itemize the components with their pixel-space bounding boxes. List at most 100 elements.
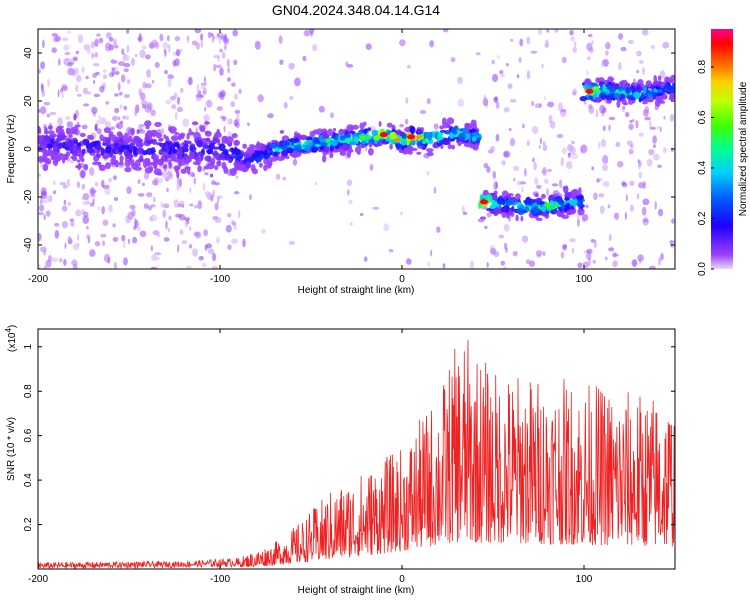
noise-speckle: [82, 215, 89, 224]
noise-speckle: [165, 99, 172, 105]
ridge-cell: [464, 123, 469, 131]
noise-speckle: [571, 247, 575, 254]
ridge-cell: [410, 140, 416, 146]
noise-speckle: [566, 161, 573, 170]
noise-speckle: [119, 91, 123, 96]
noise-speckle: [100, 233, 107, 238]
noise-speckle: [533, 161, 537, 171]
ridge-cell: [180, 168, 187, 174]
noise-speckle: [164, 49, 167, 58]
noise-speckle: [122, 115, 126, 120]
noise-speckle: [261, 228, 266, 234]
noise-speckle: [189, 187, 192, 194]
ridge-cell: [439, 129, 447, 133]
ridge-cell: [330, 139, 338, 146]
noise-speckle: [462, 211, 468, 215]
noise-speckle: [663, 115, 666, 120]
ridge-cell: [416, 129, 422, 133]
noise-speckle: [656, 125, 660, 130]
ridge-cell: [426, 139, 434, 145]
ridge-peak: [479, 199, 488, 205]
ridge-cell: [188, 128, 192, 136]
ridge-cell: [158, 149, 164, 156]
noise-speckle: [126, 186, 132, 195]
ridge-cell: [238, 159, 244, 165]
noise-speckle: [45, 210, 51, 217]
noise-speckle: [176, 182, 180, 191]
ridge-cell: [52, 144, 58, 152]
noise-speckle: [140, 92, 146, 101]
ridge-cell: [662, 93, 668, 100]
noise-speckle: [598, 141, 601, 150]
noise-speckle: [654, 201, 657, 210]
ridge-cell: [371, 129, 378, 137]
noise-speckle: [537, 29, 543, 35]
ridge-cell: [233, 160, 240, 168]
ridge-cell: [359, 122, 365, 130]
ridge-cell: [550, 204, 556, 209]
noise-speckle: [614, 212, 619, 220]
noise-speckle: [105, 101, 110, 105]
noise-speckle: [108, 177, 112, 183]
noise-speckle: [151, 79, 155, 84]
noise-speckle: [512, 250, 518, 257]
noise-speckle: [168, 173, 174, 180]
noise-speckle: [586, 69, 589, 76]
noise-speckle: [551, 183, 559, 187]
spectrogram-x-label: Height of straight line (km): [298, 285, 415, 296]
noise-speckle: [518, 57, 522, 64]
noise-speckle: [636, 193, 640, 200]
ridge-cell: [295, 144, 302, 152]
noise-speckle: [123, 68, 129, 73]
ridge-cell: [389, 143, 393, 150]
ridge-cell: [442, 137, 450, 146]
ridge-cell: [113, 144, 119, 151]
noise-speckle: [145, 54, 151, 60]
noise-speckle: [61, 221, 68, 229]
noise-speckle: [500, 260, 506, 266]
ridge-cell: [197, 165, 202, 173]
noise-speckle: [203, 76, 206, 84]
noise-speckle: [162, 209, 166, 218]
ridge-cell: [343, 133, 352, 139]
ridge-cell: [476, 137, 481, 142]
ridge-cell: [78, 153, 84, 161]
noise-speckle: [503, 266, 507, 269]
noise-speckle: [513, 165, 520, 171]
ridge-cell: [145, 139, 154, 144]
ridge-cell: [517, 207, 525, 216]
ridge-cell: [261, 143, 266, 152]
noise-speckle: [95, 120, 102, 126]
ridge-cell: [204, 121, 210, 125]
noise-speckle: [433, 186, 437, 194]
noise-speckle: [43, 101, 50, 106]
noise-speckle: [539, 137, 542, 145]
ridge-cell: [323, 147, 329, 153]
noise-speckle: [92, 62, 100, 67]
noise-speckle: [505, 62, 510, 67]
noise-speckle: [70, 58, 73, 66]
noise-speckle: [526, 36, 531, 45]
noise-speckle: [608, 116, 616, 121]
ridge-cell: [607, 93, 613, 100]
noise-speckle: [62, 184, 68, 189]
noise-speckle: [207, 31, 212, 39]
ridge-cell: [494, 201, 498, 207]
ridge-cell: [537, 201, 545, 205]
noise-speckle: [117, 82, 121, 91]
x-tick-label: 0: [399, 574, 405, 585]
ridge-cell: [128, 154, 133, 161]
ridge-cell: [151, 138, 158, 145]
ridge-cell: [395, 143, 399, 148]
ridge-cell: [458, 132, 466, 141]
ridge-cell: [76, 159, 81, 163]
noise-speckle: [112, 223, 116, 228]
noise-speckle: [126, 79, 131, 84]
ridge-cell: [178, 159, 183, 168]
noise-speckle: [51, 257, 58, 263]
noise-speckle: [561, 147, 568, 155]
noise-speckle: [202, 90, 206, 95]
noise-speckle: [146, 102, 153, 111]
noise-speckle: [160, 202, 164, 208]
noise-speckle: [123, 257, 128, 266]
